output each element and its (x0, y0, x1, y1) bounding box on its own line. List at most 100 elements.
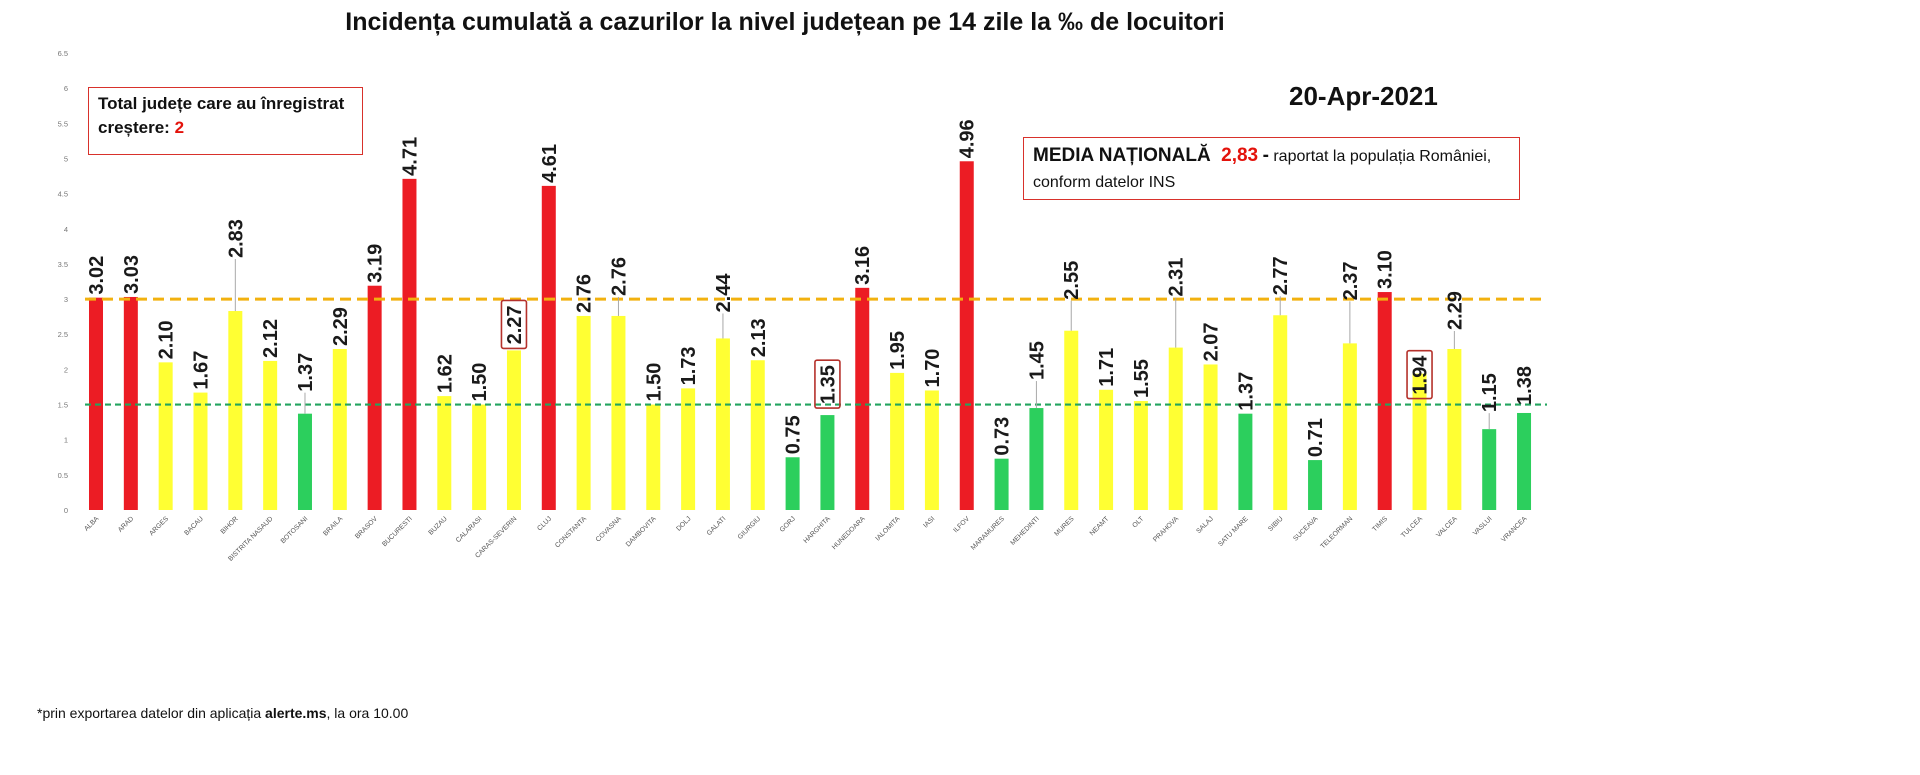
bar-bucuresti (402, 178, 417, 510)
bar-prahova (1168, 347, 1183, 510)
national-average-box: MEDIA NAȚIONALĂ 2,83 - raportat la popul… (1023, 137, 1520, 200)
value-label-bucuresti: 4.71 (399, 137, 421, 176)
value-label-cluj: 4.61 (539, 144, 561, 183)
value-label-neamt: 1.71 (1096, 348, 1118, 387)
category-label-valcea: VALCEA (1435, 515, 1459, 539)
value-label-tulcea: 1.94 (1410, 355, 1432, 395)
category-label-gorj: GORJ (779, 515, 797, 533)
category-label-ialomita: IALOMITA (874, 515, 901, 542)
bar-caras-severin (506, 350, 521, 510)
bar-bacau (193, 392, 208, 510)
category-label-vaslui: VASLUI (1472, 515, 1494, 537)
category-label-neamt: NEAMT (1089, 515, 1111, 537)
value-label-bihor: 2.83 (225, 219, 247, 258)
category-label-buzau: BUZAU (427, 515, 448, 536)
national-average-note-line-1: raportat la populația României, (1273, 148, 1492, 165)
y-tick-label: 1 (64, 436, 68, 445)
category-label-tulcea: TULCEA (1400, 515, 1424, 539)
value-label-olt: 1.55 (1131, 359, 1153, 398)
category-label-satu-mare: SATU MARE (1217, 515, 1250, 548)
category-label-teleorman: TELEORMAN (1319, 515, 1354, 550)
increase-summary-line-1: Total județe care au înregistrat (98, 94, 345, 113)
category-label-constanta: CONSTANTA (554, 515, 588, 549)
value-label-arad: 3.03 (121, 255, 143, 294)
value-label-covasna: 2.76 (608, 257, 630, 296)
bar-covasna (611, 315, 626, 510)
bar-ialomita (890, 372, 905, 510)
value-label-bistrita-nasaud: 2.12 (260, 319, 282, 358)
bar-calarasi (472, 404, 487, 510)
y-axis: 0 0.5 1 1.5 2 2.5 3 3.5 4 4.5 5 5.5 6 6.5 (58, 49, 68, 515)
category-label-olt: OLT (1131, 515, 1145, 529)
bar-bistrita-nasaud (263, 360, 278, 510)
chart-title: Incidența cumulată a cazurilor la nivel … (345, 8, 1225, 36)
highlight-box-tulcea (1406, 349, 1433, 400)
value-label-brasov: 3.19 (365, 244, 387, 283)
value-label-satu-mare: 1.37 (1235, 372, 1257, 411)
bar-hunedoara (855, 287, 870, 510)
y-tick-label: 5.5 (58, 119, 68, 128)
bar-braila (332, 348, 347, 510)
category-label-prahova: PRAHOVA (1152, 515, 1180, 543)
value-label-hunedoara: 3.16 (852, 246, 874, 285)
bar-constanta (576, 315, 591, 510)
category-label-botosani: BOTOSANI (280, 515, 310, 545)
reference-lines (85, 297, 1547, 406)
report-date: 20-Apr-2021 (1289, 81, 1438, 111)
category-label-dambovita: DAMBOVITA (625, 515, 658, 548)
value-label-mehedinti: 1.45 (1026, 341, 1048, 380)
value-label-caras-severin: 2.27 (504, 305, 526, 344)
bar-satu-mare (1238, 413, 1253, 510)
value-label-iasi: 1.70 (922, 349, 944, 388)
bar-botosani (297, 413, 312, 510)
value-label-alba: 3.02 (86, 256, 108, 295)
footnote-suffix: , la ora 10.00 (326, 705, 409, 721)
value-label-vrancea: 1.38 (1514, 366, 1536, 405)
category-label-dolj: DOLJ (675, 515, 692, 532)
bar-gorj (785, 457, 800, 510)
category-label-calarasi: CALARASI (455, 515, 484, 544)
bar-vrancea (1517, 412, 1532, 510)
national-average-line-1: MEDIA NAȚIONALĂ 2,83 - raportat la popul… (1033, 143, 1519, 170)
value-label-suceava: 0.71 (1305, 418, 1327, 457)
category-label-cluj: CLUJ (536, 515, 553, 532)
category-label-maramures: MARAMURES (970, 515, 1007, 552)
category-label-covasna: COVASNA (595, 515, 623, 543)
y-tick-label: 6.5 (58, 49, 68, 58)
y-tick-label: 3.5 (58, 260, 68, 269)
value-labels: 3.02 3.03 2.10 1.67 2.83 2.12 1.37 2.29 3.19 4.71… (86, 119, 1536, 457)
bar-valcea (1447, 348, 1462, 510)
category-label-bacau: BACAU (183, 515, 205, 537)
value-label-buzau: 1.62 (434, 354, 456, 393)
bar-suceava (1308, 460, 1323, 510)
category-label-giurgiu: GIURGIU (737, 515, 763, 541)
category-label-ilfov: ILFOV (952, 515, 971, 534)
bar-dolj (681, 388, 696, 510)
y-tick-label: 1.5 (58, 401, 68, 410)
national-average-label: MEDIA NAȚIONALĂ (1033, 145, 1211, 166)
highlight-box-caras-severin (500, 299, 528, 350)
category-label-brasov: BRASOV (354, 515, 379, 540)
category-label-arad: ARAD (117, 515, 135, 533)
value-label-galati: 2.44 (713, 273, 735, 313)
category-label-bucuresti: BUCURESTI (381, 515, 414, 548)
bar-harghita (820, 415, 835, 510)
category-label-timis: TIMIS (1371, 515, 1389, 533)
bar-salaj (1203, 364, 1218, 510)
bar-teleorman (1342, 343, 1357, 510)
y-tick-label: 2 (64, 365, 68, 374)
bar-galati (715, 338, 730, 510)
bar-giurgiu (750, 360, 765, 510)
increase-summary-label: creștere: (98, 118, 170, 137)
value-label-bacau: 1.67 (190, 351, 212, 390)
category-label-sibiu: SIBIU (1267, 515, 1285, 533)
increase-summary-line-2: creștere: 2 (98, 116, 362, 140)
footnote: *prin exportarea datelor din aplicația a… (37, 705, 408, 721)
category-label-vrancea: VRANCEA (1500, 515, 1529, 544)
category-label-salaj: SALAJ (1195, 515, 1215, 535)
bar-arges (158, 362, 173, 510)
y-tick-label: 4 (64, 225, 68, 234)
y-tick-label: 0 (64, 506, 68, 515)
